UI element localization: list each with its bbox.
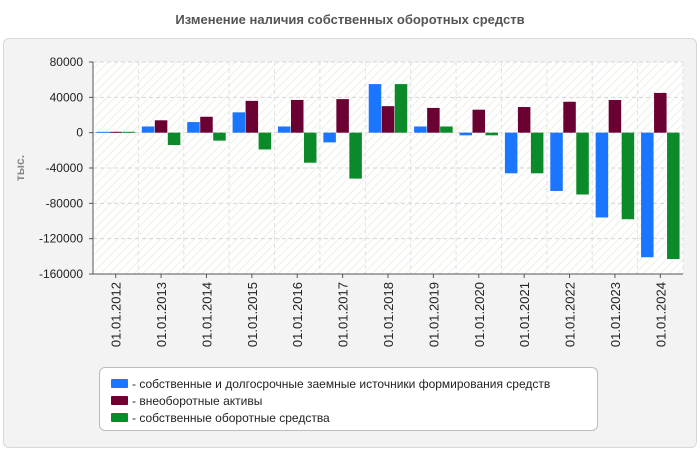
legend-label: - собственные и долгосрочные заемные ист… — [132, 376, 551, 391]
bar-1 — [187, 122, 200, 133]
bar-3 — [667, 132, 680, 259]
bar-1 — [141, 126, 155, 133]
x-tick-label: 01.01.2022 — [563, 282, 578, 347]
bar-1 — [550, 132, 563, 191]
bar-3 — [213, 132, 226, 141]
legend-item: - собственные оборотные средства — [111, 409, 597, 426]
bar-3 — [530, 132, 544, 174]
bar-1 — [595, 132, 609, 218]
bar-2 — [654, 92, 667, 133]
legend-swatch-blue — [111, 379, 128, 388]
bar-2 — [336, 99, 349, 133]
bar-2 — [381, 106, 395, 133]
x-tick-label: 01.01.2019 — [426, 282, 441, 347]
y-tick-label: 80000 — [50, 55, 84, 69]
legend-swatch-maroon — [111, 396, 128, 405]
bar-3 — [394, 84, 408, 133]
y-tick-label: 40000 — [50, 90, 84, 104]
x-tick-label: 01.01.2023 — [608, 282, 623, 347]
bar-3 — [349, 132, 362, 179]
legend-item: - внеоборотные активы — [111, 392, 597, 409]
bar-2 — [563, 101, 576, 133]
bar-2 — [200, 116, 213, 133]
bar-3 — [485, 132, 499, 136]
bar-2 — [472, 109, 486, 133]
bar-3 — [576, 132, 589, 195]
y-tick-label: -40000 — [46, 161, 84, 175]
y-axis-label: тыс. — [13, 155, 27, 181]
y-tick-label: -160000 — [39, 267, 83, 281]
x-tick-label: 01.01.2017 — [336, 282, 351, 347]
x-tick-label: 01.01.2020 — [472, 282, 487, 347]
x-tick-label: 01.01.2015 — [245, 282, 260, 347]
legend-label: - внеоборотные активы — [132, 393, 263, 408]
bar-2 — [245, 100, 259, 133]
bar-2 — [427, 107, 440, 133]
x-tick-label: 01.01.2021 — [517, 282, 532, 347]
bar-3 — [258, 132, 272, 150]
x-tick-label: 01.01.2018 — [381, 282, 396, 347]
bar-3 — [440, 126, 453, 133]
y-tick-label: 0 — [76, 126, 83, 140]
y-tick-label: -120000 — [39, 232, 83, 246]
bar-2 — [154, 120, 168, 133]
bar-1 — [96, 131, 109, 133]
bar-3 — [621, 132, 635, 220]
bar-1 — [368, 84, 382, 133]
legend-item: - собственные и долгосрочные заемные ист… — [111, 375, 597, 392]
bar-1 — [414, 126, 427, 133]
bar-2 — [608, 99, 622, 133]
bar-2 — [109, 131, 122, 133]
x-tick-label: 01.01.2012 — [109, 282, 124, 347]
x-tick-label: 01.01.2016 — [290, 282, 305, 347]
bar-1 — [232, 112, 246, 133]
legend-swatch-green — [111, 413, 128, 422]
x-tick-label: 01.01.2014 — [199, 282, 214, 347]
chart-legend: - собственные и долгосрочные заемные ист… — [99, 367, 598, 431]
bar-3 — [122, 131, 135, 133]
bar-2 — [517, 107, 531, 133]
bar-1 — [641, 132, 654, 258]
bar-1 — [323, 132, 336, 143]
bar-1 — [504, 132, 518, 174]
chart-title: Изменение наличия собственных оборотных … — [175, 12, 525, 27]
x-tick-label: 01.01.2013 — [154, 282, 169, 347]
bar-2 — [290, 99, 304, 133]
bar-3 — [303, 132, 317, 163]
legend-label: - собственные оборотные средства — [132, 410, 330, 425]
bar-1 — [277, 126, 291, 133]
bar-1 — [459, 132, 473, 136]
bar-3 — [167, 132, 181, 146]
x-tick-label: 01.01.2024 — [653, 282, 668, 347]
y-tick-label: -80000 — [46, 196, 84, 210]
